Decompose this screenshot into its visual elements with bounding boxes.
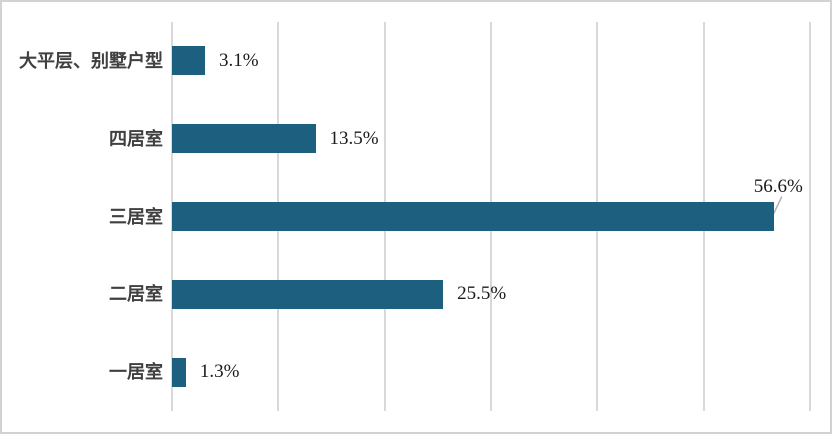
bar-3: [172, 279, 444, 309]
category-label: 四居室: [109, 128, 163, 149]
value-label: 13.5%: [329, 127, 379, 149]
gridline: [809, 22, 811, 411]
bar-1: [172, 124, 316, 154]
bar-0: [172, 46, 205, 76]
category-label: 三居室: [109, 206, 163, 227]
value-label: 1.3%: [199, 361, 240, 383]
value-label: 56.6%: [753, 175, 803, 197]
bar-2: [172, 202, 774, 231]
category-label: 二居室: [109, 284, 163, 305]
category-label: 大平层、别墅户型: [19, 50, 163, 71]
bar-4: [172, 357, 186, 387]
value-label: 25.5%: [457, 283, 507, 305]
value-label: 3.1%: [218, 49, 259, 71]
category-label: 一居室: [109, 362, 163, 383]
